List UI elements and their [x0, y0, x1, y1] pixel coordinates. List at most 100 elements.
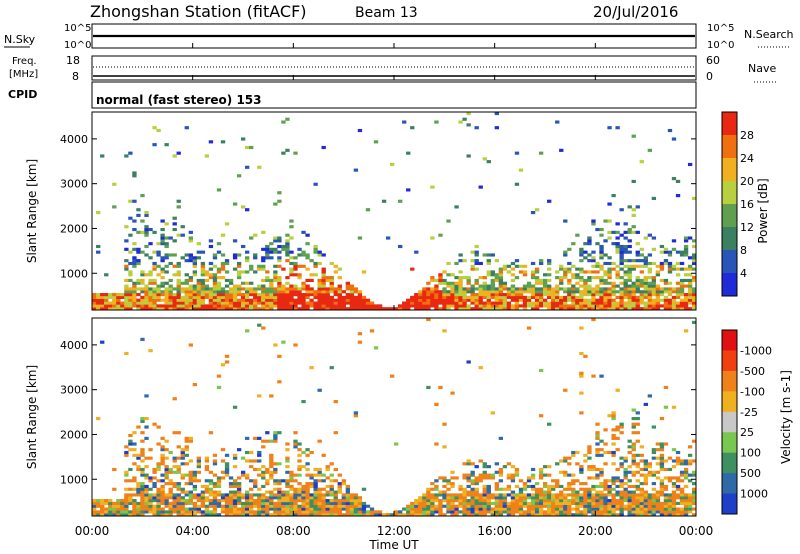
power-cell [224, 293, 230, 297]
velocity-cell [470, 496, 475, 500]
velocity-cell [277, 501, 282, 505]
velocity-cell [269, 496, 274, 500]
velocity-cell [257, 496, 262, 500]
power-cell [478, 295, 483, 299]
velocity-cell [265, 499, 270, 503]
velocity-cell [301, 501, 306, 505]
power-cell [679, 298, 685, 302]
velocity-cell [313, 482, 318, 486]
velocity-cell [563, 487, 568, 491]
power-cell [687, 162, 693, 167]
velocity-cell [526, 507, 532, 511]
power-cell [567, 298, 572, 302]
velocity-cell [184, 453, 189, 457]
power-cell [257, 295, 262, 299]
power-cell [337, 293, 342, 297]
power-cell [470, 298, 475, 302]
power-cell [671, 298, 677, 302]
velocity-cell [659, 417, 665, 421]
power-cell [426, 304, 431, 308]
power-cell [555, 298, 560, 302]
velocity-cell [289, 507, 294, 511]
velocity-cell [671, 499, 677, 503]
velocity-cell [607, 507, 612, 511]
power-cell [683, 293, 689, 297]
velocity-cell [611, 450, 616, 455]
velocity-cell [132, 493, 137, 497]
power-cell [502, 295, 508, 299]
velocity-cell [506, 476, 512, 480]
velocity-cell [216, 482, 222, 486]
power-cell [534, 293, 540, 297]
velocity-cell [236, 510, 242, 514]
velocity-cell [615, 388, 620, 392]
power-cell [635, 304, 640, 308]
power-cell [216, 284, 222, 288]
velocity-cell [357, 332, 363, 336]
power-cell [607, 304, 612, 308]
power-cell [120, 307, 125, 311]
power-cell [232, 256, 238, 260]
power-cell [132, 227, 137, 232]
velocity-cell [667, 510, 673, 514]
velocity-cell [571, 490, 576, 494]
velocity-cell [599, 467, 604, 472]
power-cell [462, 295, 467, 299]
velocity-cell [257, 504, 262, 508]
power-cell [228, 307, 234, 311]
velocity-cell [599, 473, 604, 477]
velocity-cell [180, 499, 185, 503]
velocity-cell [208, 470, 214, 474]
power-cell [510, 290, 516, 294]
velocity-cell [635, 479, 640, 483]
power-cell [184, 298, 189, 302]
velocity-cell [651, 499, 657, 503]
power-cell [563, 304, 568, 308]
velocity-cell [663, 484, 669, 489]
power-cell [619, 259, 624, 263]
power-cell [530, 284, 536, 288]
power-cell [478, 293, 483, 297]
power-cell [414, 307, 419, 311]
velocity-cell [325, 493, 330, 497]
power-cell [571, 264, 576, 268]
power-cell [482, 307, 487, 311]
velocity-cell [108, 507, 113, 511]
power-cell [269, 293, 274, 297]
power-cell [482, 295, 487, 299]
power-cell [526, 298, 532, 302]
velocity-cell [575, 499, 580, 503]
power-cell [671, 304, 677, 308]
power-cell [345, 287, 351, 291]
power-cell [337, 287, 342, 291]
power-cell [112, 293, 117, 297]
velocity-cell [643, 513, 648, 517]
velocity-cell [671, 476, 677, 480]
power-cell [112, 304, 117, 308]
velocity-cell [603, 479, 608, 483]
power-cell [619, 281, 624, 285]
velocity-cell [530, 487, 536, 491]
velocity-cell [261, 484, 266, 489]
power-cell [285, 301, 290, 305]
power-cell [454, 293, 459, 297]
velocity-cell [619, 504, 624, 508]
power-cell [152, 278, 157, 283]
power-cell [434, 287, 439, 291]
power-cell [245, 165, 250, 169]
power-cell [112, 182, 117, 186]
velocity-cell [575, 450, 580, 455]
velocity-cell [357, 510, 363, 514]
power-cell [458, 281, 463, 285]
power-cell [438, 281, 443, 285]
velocity-cell [639, 496, 644, 500]
velocity-cell [265, 513, 270, 517]
power-cell [293, 264, 298, 268]
power-cell [136, 293, 141, 297]
power-cell [591, 304, 596, 308]
power-cell [418, 290, 423, 294]
velocity-cell [547, 490, 552, 494]
power-cell [353, 287, 359, 291]
power-cell [132, 290, 137, 294]
velocity-cell [192, 510, 197, 514]
